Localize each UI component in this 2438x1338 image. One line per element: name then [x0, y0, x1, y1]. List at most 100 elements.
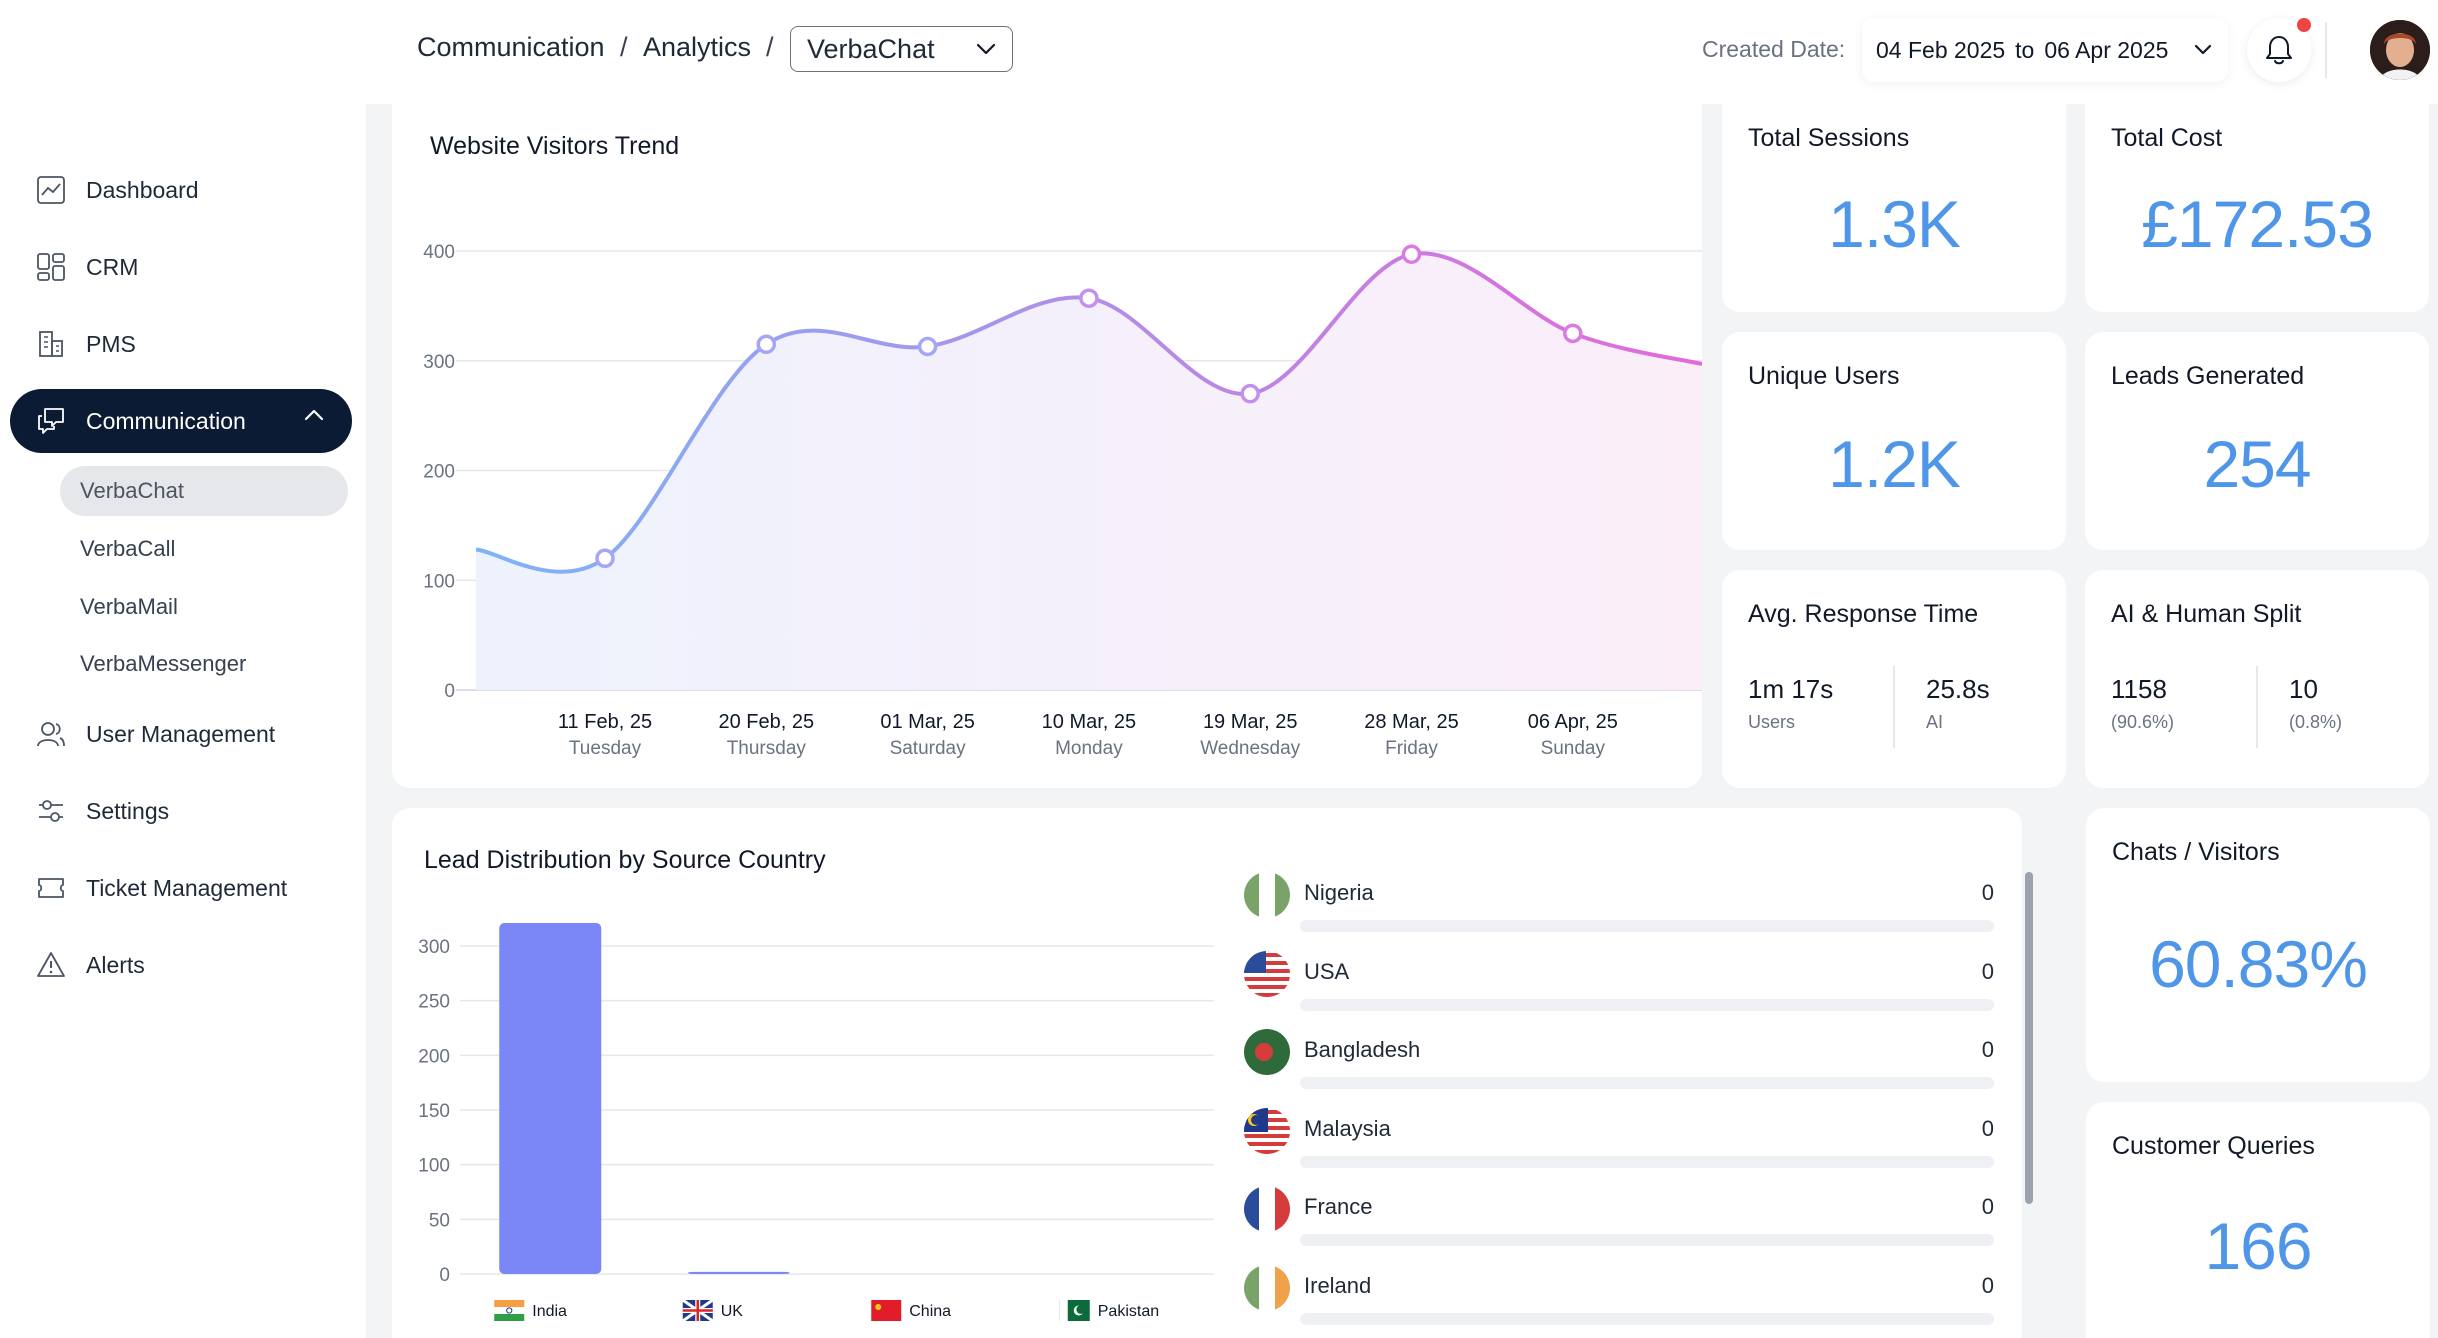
y-tick-label: 100	[423, 571, 455, 592]
human-share-value: (0.8%)	[2289, 712, 2343, 732]
country-row[interactable]: France 0	[1244, 1186, 1994, 1246]
chat-bubbles-icon	[34, 404, 68, 438]
ticket-icon	[34, 871, 68, 905]
sidebar-subitem-verbacall[interactable]: VerbaCall	[80, 536, 176, 561]
sidebar-item-label: User Management	[86, 720, 276, 747]
x-tick-sublabel: Saturday	[890, 738, 967, 759]
x-tick-label: 01 Mar, 25	[880, 711, 975, 733]
sliders-icon	[34, 794, 68, 828]
human-count-value: 10	[2289, 674, 2318, 704]
y-tick-label: 300	[418, 937, 450, 958]
total-cost-value: £172.53	[2141, 187, 2374, 261]
visitors-trend-chart: 0 100 200 300 400 11 Feb, 25 Tuesday 20 Feb, 2…	[423, 242, 1702, 759]
sidebar-item-communication[interactable]: Communication	[10, 389, 352, 453]
lead-distribution-bar-chart: 0 50 100 150 200 250 300 India UK China Pakistan	[418, 923, 1214, 1323]
country-value: 0	[1981, 1194, 1994, 1219]
trend-point[interactable]	[1401, 244, 1422, 265]
x-tick-label: 11 Feb, 25	[558, 711, 652, 733]
sidebar-item-alerts[interactable]: Alerts	[10, 933, 352, 997]
breadcrumb-analytics[interactable]: Analytics	[643, 32, 752, 62]
country-value: 0	[1981, 958, 1994, 984]
sidebar-item-label: Communication	[86, 407, 246, 434]
created-date-label: Created Date:	[1702, 36, 1846, 62]
x-tick-sublabel: Wednesday	[1200, 738, 1300, 759]
chevron-up-icon[interactable]	[304, 409, 324, 421]
country-row[interactable]: Ireland 0	[1244, 1264, 1994, 1325]
sidebar-item-dashboard[interactable]: Dashboard	[10, 158, 352, 222]
country-row[interactable]: Nigeria 0	[1244, 872, 1994, 932]
uk-flag-icon	[681, 1298, 714, 1323]
france-flag-icon	[1244, 1186, 1290, 1232]
leads-generated-card: Leads Generated 254	[2085, 332, 2429, 550]
chats-visitors-value: 60.83%	[2149, 927, 2368, 1001]
country-value: 0	[1981, 880, 1994, 905]
country-row[interactable]: Malaysia 0	[1244, 1107, 1994, 1168]
breadcrumb-separator: /	[766, 32, 774, 62]
usa-flag-icon	[1244, 950, 1290, 997]
date-to: 06 Apr 2025	[2044, 36, 2169, 63]
sidebar	[0, 104, 366, 1338]
country-progress-bar	[1300, 1155, 1994, 1168]
sidebar-item-label: Settings	[86, 797, 170, 824]
bar[interactable]	[499, 923, 602, 1274]
user-portrait-icon	[2370, 20, 2430, 80]
trend-point[interactable]	[756, 334, 777, 355]
y-tick-label: 0	[444, 681, 455, 702]
date-range-picker[interactable]: 04 Feb 2025 to 06 Apr 2025	[1862, 18, 2228, 82]
unique-users-card: Unique Users 1.2K	[1722, 332, 2066, 550]
y-tick-label: 0	[439, 1265, 450, 1286]
trend-point[interactable]	[1079, 288, 1099, 308]
sidebar-item-settings[interactable]: Settings	[10, 779, 352, 843]
sidebar-item-user-management[interactable]: User Management	[10, 702, 352, 766]
country-value: 0	[1981, 1115, 1994, 1141]
sidebar-subitem-verbachat[interactable]: VerbaChat	[60, 466, 348, 516]
user-avatar[interactable]	[2370, 20, 2430, 80]
sidebar-item-crm[interactable]: CRM	[10, 235, 352, 299]
chats-visitors-label: Chats / Visitors	[2112, 838, 2280, 866]
country-row[interactable]: USA 0	[1244, 950, 1994, 1011]
channel-select[interactable]: VerbaChat	[790, 26, 1013, 72]
trend-point[interactable]	[1240, 383, 1260, 404]
country-list-scroll-thumb[interactable]	[2025, 872, 2033, 1204]
x-tick-label: 19 Mar, 25	[1203, 711, 1298, 733]
x-tick-sublabel: Thursday	[727, 738, 807, 759]
customer-queries-card: Customer Queries 166	[2086, 1102, 2430, 1338]
ai-share-value: (90.6%)	[2111, 712, 2175, 732]
warning-icon	[34, 948, 68, 982]
country-name: Bangladesh	[1304, 1037, 1421, 1062]
sidebar-item-label: Ticket Management	[86, 874, 288, 901]
sidebar-item-ticket-management[interactable]: Ticket Management	[10, 856, 352, 920]
country-progress-bar	[1300, 998, 1994, 1011]
x-tick-label: UK	[721, 1303, 744, 1320]
bell-icon	[2266, 36, 2292, 65]
ai-response-label: AI	[1926, 712, 1944, 732]
ai-human-split-card: AI & Human Split 1158 (90.6%) 10 (0.8%)	[2085, 570, 2429, 788]
country-value: 0	[1981, 1272, 1994, 1298]
avg-response-card: Avg. Response Time 1m 17s Users 25.8s AI	[1722, 570, 2066, 788]
sidebar-subitem-verbamessenger[interactable]: VerbaMessenger	[80, 651, 247, 676]
total-sessions-label: Total Sessions	[1748, 124, 1910, 152]
date-to-word: to	[2015, 36, 2035, 63]
country-progress-bar	[1300, 920, 1994, 932]
bar[interactable]	[687, 1271, 790, 1274]
grid-layout-icon	[34, 250, 68, 284]
avg-response-label: Avg. Response Time	[1748, 600, 1979, 628]
country-name: USA	[1304, 958, 1350, 984]
chats-visitors-card: Chats / Visitors 60.83%	[2086, 808, 2430, 1082]
y-tick-label: 400	[423, 242, 455, 263]
trend-point[interactable]	[917, 336, 938, 357]
sidebar-item-pms[interactable]: PMS	[10, 312, 352, 376]
trend-area-fill	[476, 253, 1702, 690]
sidebar-item-label: CRM	[86, 253, 139, 280]
users-response-label: Users	[1748, 712, 1796, 732]
country-name: France	[1304, 1194, 1373, 1219]
trend-point[interactable]	[1563, 323, 1583, 344]
trend-point[interactable]	[595, 548, 615, 569]
sidebar-subitem-verbamail[interactable]: VerbaMail	[80, 594, 178, 619]
x-tick-label: India	[532, 1303, 567, 1320]
country-row[interactable]: Bangladesh 0	[1244, 1029, 1994, 1089]
pakistan-flag-icon	[1059, 1300, 1090, 1321]
y-tick-label: 50	[429, 1210, 450, 1231]
unique-users-label: Unique Users	[1748, 362, 1900, 390]
breadcrumb-communication[interactable]: Communication	[417, 32, 605, 62]
